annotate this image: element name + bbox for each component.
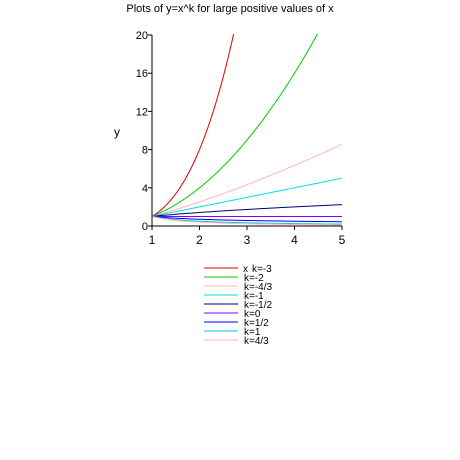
- series-line-4: [152, 177, 342, 217]
- legend-label: k=-1/2: [244, 300, 273, 311]
- y-tick-label: 4: [142, 183, 148, 195]
- y-ticks: 0 4 8 12 16 20: [136, 30, 152, 233]
- y-tick-label: 0: [142, 221, 148, 233]
- series-line-7: [152, 215, 342, 223]
- legend-label: k=-1: [244, 291, 264, 302]
- x-axis-label: x: [243, 264, 248, 275]
- legend-label: k=4/3: [244, 336, 269, 347]
- legend-label: k=-2: [244, 273, 264, 284]
- legend-label: k=0: [244, 309, 261, 320]
- series-line-8: [152, 215, 342, 225]
- y-tick-label: 12: [136, 106, 148, 118]
- legend: x k=-3k=-2k=-4/3k=-1k=-1/2k=0k=1/2k=1k=4/…: [204, 264, 273, 347]
- x-tick-label: 4: [291, 233, 298, 247]
- y-axis-label: y: [114, 125, 120, 139]
- x-tick-label: 5: [339, 233, 346, 247]
- x-tick-label: 1: [149, 233, 156, 247]
- x-tick-label: 2: [196, 233, 203, 247]
- legend-label: k=1: [244, 327, 261, 338]
- legend-label: k=-4/3: [244, 282, 273, 293]
- series-line-3: [152, 143, 342, 217]
- series-line-1: [152, 34, 235, 217]
- series-line-5: [152, 204, 342, 217]
- x-ticks: 1 2 3 4 5: [149, 226, 346, 247]
- x-tick-label: 3: [244, 233, 251, 247]
- y-tick-label: 8: [142, 145, 148, 157]
- legend-label: k=1/2: [244, 318, 269, 329]
- series-line-9: [152, 215, 342, 226]
- series-line-2: [152, 34, 319, 217]
- y-tick-label: 20: [136, 30, 148, 42]
- series-layer: [152, 34, 342, 226]
- legend-label: k=-3: [252, 264, 272, 275]
- y-tick-label: 16: [136, 68, 148, 80]
- chart-title: Plots of y=x^k for large positive values…: [126, 3, 334, 15]
